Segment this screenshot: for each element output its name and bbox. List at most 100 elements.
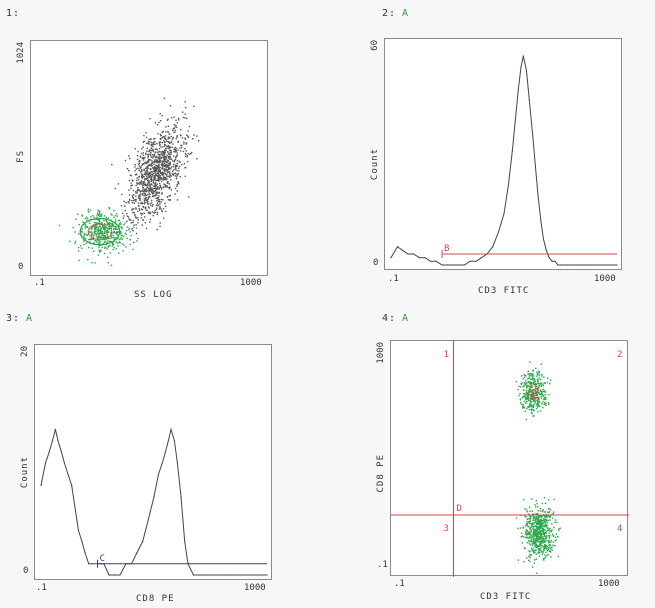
- event-dot: [184, 175, 186, 177]
- event-dot: [124, 222, 126, 224]
- event-dot: [544, 519, 546, 522]
- event-dot: [93, 231, 96, 233]
- event-dot: [530, 389, 532, 391]
- event-dot: [530, 530, 532, 533]
- event-dot: [112, 236, 115, 238]
- event-dot: [92, 238, 94, 241]
- event-dot: [168, 136, 170, 138]
- event-dot: [78, 233, 80, 235]
- event-dot: [541, 537, 544, 539]
- event-dot: [547, 554, 549, 556]
- event-dot: [539, 535, 542, 537]
- event-dot: [526, 537, 528, 539]
- event-dot: [149, 175, 151, 177]
- event-dot: [95, 227, 97, 229]
- event-dot: [90, 225, 93, 228]
- event-dot: [181, 164, 183, 166]
- event-dot: [96, 223, 98, 226]
- event-dot: [556, 521, 558, 524]
- event-dot: [159, 113, 161, 115]
- event-dot: [150, 183, 153, 185]
- panel-3-xtick-min: .1: [36, 583, 47, 593]
- event-dot: [108, 228, 110, 231]
- event-dot: [154, 143, 156, 146]
- event-dot: [526, 398, 528, 400]
- event-dot: [534, 529, 537, 531]
- event-dot: [111, 226, 113, 228]
- cd8-histogram-bin-point: [44, 462, 47, 464]
- event-dot: [140, 182, 142, 185]
- event-dot: [155, 188, 158, 190]
- event-dot: [539, 508, 542, 510]
- event-dot: [185, 150, 187, 152]
- event-dot: [132, 199, 135, 202]
- event-dot: [540, 537, 542, 539]
- event-dot: [548, 499, 550, 501]
- event-dot: [533, 522, 535, 524]
- event-dot: [150, 190, 152, 192]
- event-dot: [148, 172, 151, 174]
- event-dot: [537, 382, 539, 384]
- event-dot: [136, 232, 138, 235]
- event-dot: [554, 540, 557, 542]
- event-dot: [136, 192, 138, 194]
- event-dot: [147, 172, 149, 174]
- event-dot: [156, 207, 158, 209]
- event-dot: [539, 522, 541, 524]
- event-dot: [549, 544, 551, 547]
- event-dot: [550, 530, 553, 533]
- event-dot: [550, 556, 552, 558]
- event-dot: [156, 197, 158, 199]
- event-dot: [95, 234, 97, 237]
- event-dot: [161, 210, 163, 213]
- event-dot: [536, 374, 539, 376]
- event-dot: [151, 191, 153, 194]
- event-dot: [104, 227, 106, 229]
- cd3-histogram-bin-point: [469, 260, 471, 262]
- event-dot: [538, 377, 540, 379]
- event-dot: [118, 252, 120, 254]
- event-dot: [539, 527, 541, 529]
- event-dot: [175, 147, 177, 149]
- event-dot: [158, 192, 160, 195]
- event-dot: [178, 170, 180, 172]
- event-dot: [93, 250, 95, 252]
- event-dot: [544, 394, 546, 396]
- cd8-histogram-bin-point: [167, 440, 169, 442]
- event-dot: [543, 525, 546, 528]
- event-dot: [141, 176, 143, 178]
- event-dot: [144, 156, 146, 159]
- event-dot: [105, 239, 107, 241]
- event-dot: [165, 205, 167, 208]
- event-dot: [155, 155, 157, 158]
- event-dot: [152, 174, 154, 177]
- event-dot: [167, 125, 170, 127]
- event-dot: [154, 182, 157, 184]
- event-dot: [168, 137, 171, 140]
- event-dot: [144, 178, 147, 180]
- event-dot: [531, 549, 533, 551]
- event-dot: [141, 203, 143, 205]
- event-dot: [164, 173, 167, 175]
- event-dot: [149, 221, 151, 223]
- event-dot: [152, 192, 154, 194]
- event-dot: [108, 207, 110, 209]
- event-dot: [164, 155, 166, 158]
- event-dot: [149, 149, 151, 151]
- event-dot: [517, 559, 520, 561]
- event-dot: [523, 389, 525, 391]
- event-dot: [536, 527, 538, 529]
- event-dot: [127, 201, 129, 203]
- event-dot: [531, 544, 533, 547]
- cd3-histogram-bin-point: [542, 238, 545, 240]
- event-dot: [138, 208, 140, 210]
- event-dot: [186, 154, 188, 157]
- event-dot: [157, 133, 159, 135]
- event-dot: [154, 211, 157, 213]
- event-dot: [167, 147, 169, 149]
- panel-2-ytick-min: 0: [373, 258, 379, 268]
- event-dot: [184, 152, 187, 155]
- event-dot: [530, 398, 532, 401]
- event-dot: [528, 408, 531, 411]
- event-dot: [154, 157, 157, 159]
